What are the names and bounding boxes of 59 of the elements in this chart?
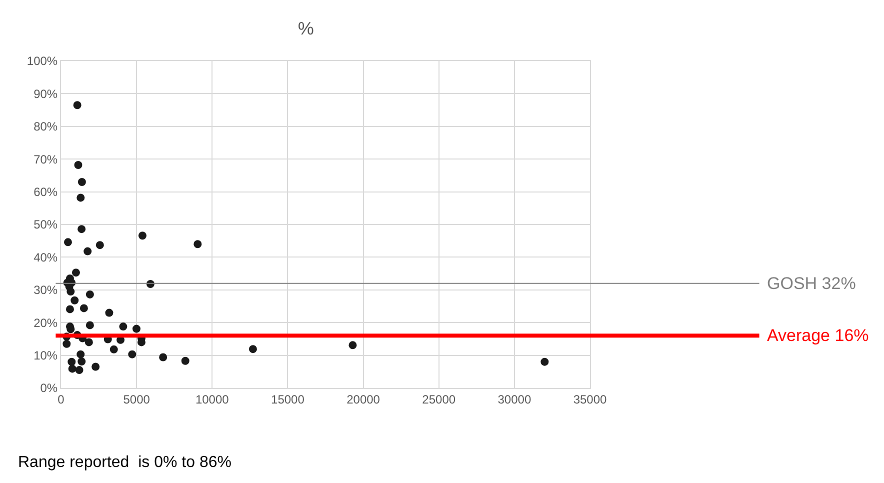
point [75,366,84,374]
y-tick-label: 0% [40,381,58,396]
x-tick-label: 10000 [195,392,230,406]
x-tick-label: 35000 [573,392,608,406]
y-tick-label: 90% [34,86,58,101]
y-tick-label: 100% [26,54,58,68]
point [68,358,76,366]
point [248,345,257,354]
point [66,325,75,334]
x-tick-label: 30000 [498,392,532,406]
point [181,356,190,365]
point [132,324,140,333]
point [78,358,86,366]
point [70,296,79,304]
text: Range reported is 0% to 86% [18,454,232,471]
point [73,101,82,110]
y-tick-label: 80% [34,120,58,134]
point [128,350,136,358]
point [66,305,74,314]
point [84,338,93,346]
y-tick-label: 20% [34,316,58,330]
point [84,247,92,256]
ref-line-label: Average 16% [767,326,869,345]
y-tick-label: 60% [34,185,58,199]
y-tick-label: 40% [34,250,58,264]
y-tick-label: 50% [34,218,58,232]
point [110,345,118,354]
x-tick-label: 15000 [271,392,305,406]
point [68,364,76,373]
x-tick-label: 20000 [346,392,380,406]
point [138,232,146,240]
point [78,225,86,234]
point [194,240,202,248]
ref-line-label: GOSH 32% [767,274,856,293]
y-tick-label: 70% [34,152,58,166]
point [119,322,128,331]
point [78,178,86,186]
point [76,350,85,358]
point [64,238,72,246]
chart-title: % [298,18,314,38]
point [86,290,94,298]
x-tick-label: 5000 [123,392,150,406]
x-tick-label: 25000 [422,392,456,406]
point [80,304,88,312]
point [72,268,80,277]
x-tick-label: 0 [58,392,65,406]
point [76,194,85,202]
point [66,288,75,296]
y-tick-label: 10% [34,348,58,362]
point [105,308,114,317]
point [348,341,357,350]
point [159,353,168,362]
point [86,321,94,330]
point [62,340,71,348]
y-tick-label: 30% [34,283,58,298]
point [540,358,549,366]
point [96,241,104,250]
point [92,362,100,371]
point [74,160,82,169]
